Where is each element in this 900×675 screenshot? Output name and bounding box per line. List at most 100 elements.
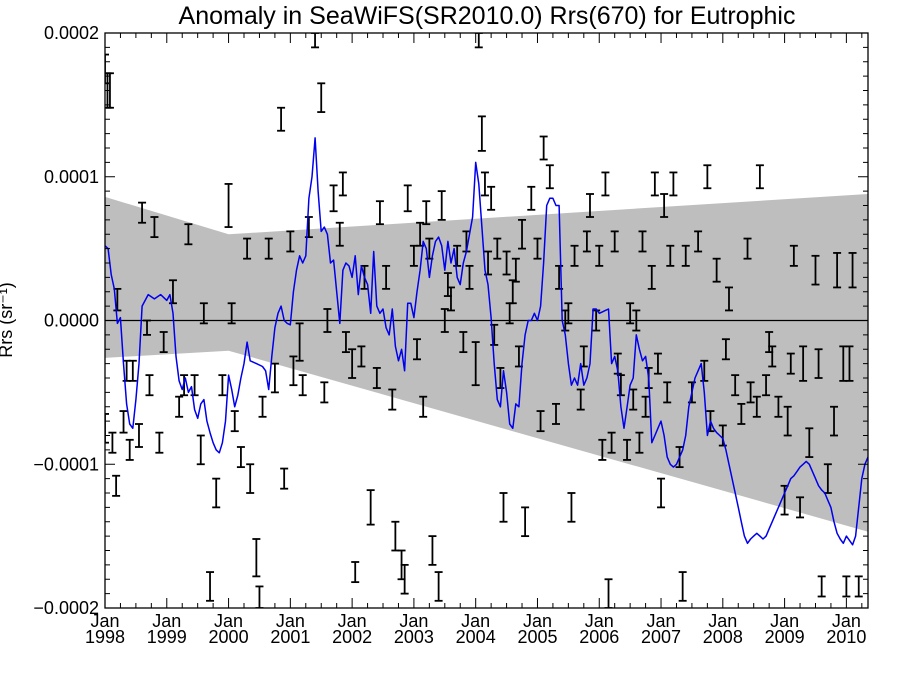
error-bar [243, 237, 252, 260]
error-bar [585, 193, 594, 218]
error-bar [437, 190, 446, 221]
error-bar [145, 374, 154, 397]
error-bar [786, 352, 795, 375]
error-bar [112, 474, 121, 497]
x-tick-year: 2002 [332, 627, 372, 647]
error-bar [657, 477, 666, 509]
error-bar [632, 309, 641, 332]
error-bar [811, 254, 820, 286]
error-bar [323, 308, 332, 333]
error-bar [536, 410, 545, 433]
error-bar [610, 230, 619, 253]
error-bar [366, 489, 375, 526]
error-bar [752, 395, 761, 418]
error-bar [434, 571, 443, 602]
x-tick-year: 2003 [394, 627, 434, 647]
error-bar [604, 578, 613, 608]
error-bar [493, 237, 502, 260]
error-bar [731, 374, 740, 397]
error-bar [721, 338, 730, 361]
error-bar [796, 496, 805, 519]
error-bar [552, 402, 561, 425]
error-bar [264, 237, 273, 260]
error-bar [518, 218, 527, 250]
error-bar [666, 244, 675, 267]
x-tick-month: Jan [214, 611, 243, 631]
error-bar [833, 252, 842, 289]
error-bar [762, 374, 771, 397]
error-bar [474, 33, 483, 49]
x-tick-year: 2008 [703, 627, 743, 647]
x-tick-year: 1998 [85, 627, 125, 647]
error-bar [499, 492, 508, 523]
x-tick-year: 2006 [579, 627, 619, 647]
x-tick-year: 2010 [826, 627, 866, 647]
error-bar [743, 237, 752, 260]
error-bar [286, 230, 295, 253]
error-bar [252, 538, 261, 578]
error-bar [311, 33, 320, 49]
error-bar [496, 367, 505, 389]
error-bar [681, 244, 690, 267]
x-tick-year: 2005 [517, 627, 557, 647]
error-bar [258, 395, 267, 418]
error-bar [830, 405, 839, 437]
error-bar [814, 348, 823, 379]
error-bar [576, 388, 585, 411]
error-bar [382, 264, 391, 290]
error-bar [842, 575, 851, 598]
error-bar [746, 381, 755, 404]
uncertainty-band [105, 194, 868, 532]
error-bar [168, 279, 177, 305]
error-bar [480, 171, 489, 197]
error-bar [375, 200, 384, 226]
error-bar [419, 395, 428, 418]
error-bar [329, 184, 338, 213]
error-bar [125, 438, 134, 461]
error-bar [545, 164, 554, 190]
error-bar [783, 405, 792, 437]
y-tick-label: −0.0002 [33, 598, 99, 618]
error-bar [737, 402, 746, 425]
error-bar [338, 171, 347, 197]
error-bar [477, 115, 486, 152]
error-bar [669, 171, 678, 197]
error-bar [653, 352, 662, 375]
error-bar [108, 431, 117, 454]
error-bar [335, 221, 344, 247]
error-bar [453, 244, 462, 267]
x-tick-month: Jan [399, 611, 428, 631]
x-tick-year: 2009 [765, 627, 805, 647]
error-bar [623, 438, 632, 461]
plot-area: −0.0002−0.00010.00000.00010.0002Jan1998J… [33, 23, 869, 647]
error-bar [700, 359, 709, 382]
error-bar [511, 257, 520, 283]
error-bar [184, 223, 193, 246]
error-bar [629, 388, 638, 411]
error-bar [845, 345, 854, 382]
x-tick-year: 2004 [456, 627, 496, 647]
error-bar [755, 164, 764, 190]
error-bar [295, 322, 304, 362]
error-bar [724, 286, 733, 312]
error-bar [218, 374, 227, 397]
error-bar [128, 359, 137, 382]
error-bar [799, 345, 808, 382]
error-bar [595, 244, 604, 267]
error-bar [317, 82, 326, 113]
error-bar [712, 257, 721, 283]
error-bar [601, 171, 610, 197]
error-bar [774, 395, 783, 418]
y-tick-label: −0.0001 [33, 454, 99, 474]
error-bar [635, 431, 644, 454]
error-bar [471, 341, 480, 387]
x-tick-month: Jan [832, 611, 861, 631]
x-tick-month: Jan [770, 611, 799, 631]
error-bar [446, 286, 455, 312]
error-bar [570, 244, 579, 267]
error-bar [143, 319, 152, 336]
error-bar [539, 135, 548, 161]
error-bar [320, 381, 329, 404]
error-bar [372, 367, 381, 389]
